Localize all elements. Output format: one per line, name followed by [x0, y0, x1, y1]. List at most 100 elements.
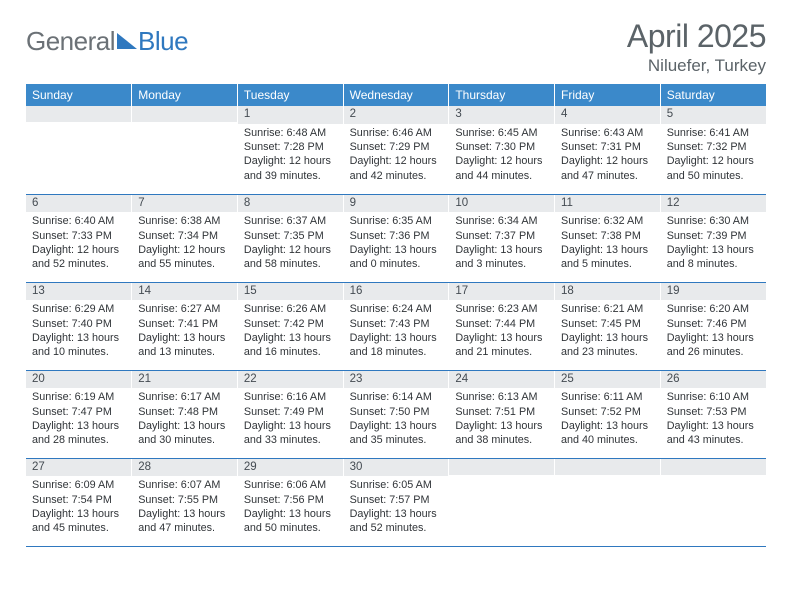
day-header: Sunday: [26, 84, 132, 106]
sunset-line: Sunset: 7:35 PM: [244, 229, 337, 243]
day-number: 25: [555, 371, 660, 389]
daylight-line: Daylight: 13 hours and 45 minutes.: [32, 507, 125, 536]
sunrise-line: Sunrise: 6:17 AM: [138, 390, 231, 404]
sunrise-line: Sunrise: 6:46 AM: [350, 126, 443, 140]
sunset-line: Sunset: 7:36 PM: [350, 229, 443, 243]
daylight-line: Daylight: 13 hours and 26 minutes.: [667, 331, 760, 360]
sunset-line: Sunset: 7:32 PM: [667, 140, 760, 154]
sunrise-line: Sunrise: 6:20 AM: [667, 302, 760, 316]
calendar-cell: 11Sunrise: 6:32 AMSunset: 7:38 PMDayligh…: [555, 194, 661, 282]
day-details: Sunrise: 6:11 AMSunset: 7:52 PMDaylight:…: [555, 388, 660, 451]
sunset-line: Sunset: 7:34 PM: [138, 229, 231, 243]
day-details: Sunrise: 6:07 AMSunset: 7:55 PMDaylight:…: [132, 476, 237, 539]
calendar-body: 1Sunrise: 6:48 AMSunset: 7:28 PMDaylight…: [26, 106, 766, 546]
day-number: 29: [238, 459, 343, 477]
day-details: Sunrise: 6:20 AMSunset: 7:46 PMDaylight:…: [661, 300, 766, 363]
daylight-line: Daylight: 13 hours and 3 minutes.: [455, 243, 548, 272]
sunset-line: Sunset: 7:33 PM: [32, 229, 125, 243]
day-header: Monday: [132, 84, 238, 106]
calendar-cell: 3Sunrise: 6:45 AMSunset: 7:30 PMDaylight…: [449, 106, 555, 194]
calendar-cell: 4Sunrise: 6:43 AMSunset: 7:31 PMDaylight…: [555, 106, 661, 194]
calendar-cell: 17Sunrise: 6:23 AMSunset: 7:44 PMDayligh…: [449, 282, 555, 370]
sunrise-line: Sunrise: 6:07 AM: [138, 478, 231, 492]
sunset-line: Sunset: 7:46 PM: [667, 317, 760, 331]
sunrise-line: Sunrise: 6:24 AM: [350, 302, 443, 316]
calendar-cell: [660, 458, 766, 546]
sunrise-line: Sunrise: 6:41 AM: [667, 126, 760, 140]
calendar-cell: 28Sunrise: 6:07 AMSunset: 7:55 PMDayligh…: [132, 458, 238, 546]
sunset-line: Sunset: 7:43 PM: [350, 317, 443, 331]
calendar-cell: 20Sunrise: 6:19 AMSunset: 7:47 PMDayligh…: [26, 370, 132, 458]
calendar-cell: 24Sunrise: 6:13 AMSunset: 7:51 PMDayligh…: [449, 370, 555, 458]
day-number: 1: [238, 106, 343, 124]
day-details: Sunrise: 6:26 AMSunset: 7:42 PMDaylight:…: [238, 300, 343, 363]
daylight-line: Daylight: 13 hours and 50 minutes.: [244, 507, 337, 536]
month-title: April 2025: [627, 18, 766, 55]
sunset-line: Sunset: 7:54 PM: [32, 493, 125, 507]
calendar-cell: 12Sunrise: 6:30 AMSunset: 7:39 PMDayligh…: [660, 194, 766, 282]
day-details: Sunrise: 6:05 AMSunset: 7:57 PMDaylight:…: [344, 476, 449, 539]
calendar-row: 27Sunrise: 6:09 AMSunset: 7:54 PMDayligh…: [26, 458, 766, 546]
day-number: 22: [238, 371, 343, 389]
sunset-line: Sunset: 7:56 PM: [244, 493, 337, 507]
calendar-cell: 26Sunrise: 6:10 AMSunset: 7:53 PMDayligh…: [660, 370, 766, 458]
calendar-cell: 16Sunrise: 6:24 AMSunset: 7:43 PMDayligh…: [343, 282, 449, 370]
calendar-cell: 7Sunrise: 6:38 AMSunset: 7:34 PMDaylight…: [132, 194, 238, 282]
calendar-cell: 22Sunrise: 6:16 AMSunset: 7:49 PMDayligh…: [237, 370, 343, 458]
sunrise-line: Sunrise: 6:48 AM: [244, 126, 337, 140]
day-number: 6: [26, 195, 131, 213]
day-details: Sunrise: 6:46 AMSunset: 7:29 PMDaylight:…: [344, 124, 449, 187]
calendar-cell: 18Sunrise: 6:21 AMSunset: 7:45 PMDayligh…: [555, 282, 661, 370]
day-number: 18: [555, 283, 660, 301]
location-subtitle: Niluefer, Turkey: [627, 56, 766, 76]
day-number: 5: [661, 106, 766, 124]
day-number: [26, 106, 131, 122]
daylight-line: Daylight: 13 hours and 35 minutes.: [350, 419, 443, 448]
calendar-head: SundayMondayTuesdayWednesdayThursdayFrid…: [26, 84, 766, 106]
day-number: 13: [26, 283, 131, 301]
daylight-line: Daylight: 13 hours and 23 minutes.: [561, 331, 654, 360]
day-details: Sunrise: 6:16 AMSunset: 7:49 PMDaylight:…: [238, 388, 343, 451]
day-number: 24: [449, 371, 554, 389]
daylight-line: Daylight: 13 hours and 28 minutes.: [32, 419, 125, 448]
calendar-cell: [132, 106, 238, 194]
day-details: Sunrise: 6:09 AMSunset: 7:54 PMDaylight:…: [26, 476, 131, 539]
day-details: Sunrise: 6:14 AMSunset: 7:50 PMDaylight:…: [344, 388, 449, 451]
day-details: Sunrise: 6:35 AMSunset: 7:36 PMDaylight:…: [344, 212, 449, 275]
daylight-line: Daylight: 13 hours and 30 minutes.: [138, 419, 231, 448]
header: General Blue April 2025 Niluefer, Turkey: [26, 18, 766, 76]
day-number: 12: [661, 195, 766, 213]
daylight-line: Daylight: 12 hours and 55 minutes.: [138, 243, 231, 272]
day-details: Sunrise: 6:17 AMSunset: 7:48 PMDaylight:…: [132, 388, 237, 451]
day-details: Sunrise: 6:32 AMSunset: 7:38 PMDaylight:…: [555, 212, 660, 275]
day-details: Sunrise: 6:23 AMSunset: 7:44 PMDaylight:…: [449, 300, 554, 363]
day-number: [132, 106, 237, 122]
day-number: [661, 459, 766, 475]
calendar-cell: 1Sunrise: 6:48 AMSunset: 7:28 PMDaylight…: [237, 106, 343, 194]
calendar-cell: [26, 106, 132, 194]
sunrise-line: Sunrise: 6:09 AM: [32, 478, 125, 492]
day-details: Sunrise: 6:06 AMSunset: 7:56 PMDaylight:…: [238, 476, 343, 539]
calendar-table: SundayMondayTuesdayWednesdayThursdayFrid…: [26, 84, 766, 547]
day-number: 3: [449, 106, 554, 124]
calendar-cell: 5Sunrise: 6:41 AMSunset: 7:32 PMDaylight…: [660, 106, 766, 194]
daylight-line: Daylight: 13 hours and 10 minutes.: [32, 331, 125, 360]
sunset-line: Sunset: 7:38 PM: [561, 229, 654, 243]
sunrise-line: Sunrise: 6:38 AM: [138, 214, 231, 228]
sunset-line: Sunset: 7:37 PM: [455, 229, 548, 243]
calendar-cell: 21Sunrise: 6:17 AMSunset: 7:48 PMDayligh…: [132, 370, 238, 458]
sunrise-line: Sunrise: 6:05 AM: [350, 478, 443, 492]
day-number: 2: [344, 106, 449, 124]
sunrise-line: Sunrise: 6:23 AM: [455, 302, 548, 316]
daylight-line: Daylight: 13 hours and 38 minutes.: [455, 419, 548, 448]
sunset-line: Sunset: 7:51 PM: [455, 405, 548, 419]
sunrise-line: Sunrise: 6:11 AM: [561, 390, 654, 404]
calendar-cell: 13Sunrise: 6:29 AMSunset: 7:40 PMDayligh…: [26, 282, 132, 370]
calendar-cell: [555, 458, 661, 546]
logo-text-1: General: [26, 26, 115, 57]
day-header: Wednesday: [343, 84, 449, 106]
sunset-line: Sunset: 7:49 PM: [244, 405, 337, 419]
day-details: Sunrise: 6:38 AMSunset: 7:34 PMDaylight:…: [132, 212, 237, 275]
calendar-cell: 14Sunrise: 6:27 AMSunset: 7:41 PMDayligh…: [132, 282, 238, 370]
day-details: Sunrise: 6:29 AMSunset: 7:40 PMDaylight:…: [26, 300, 131, 363]
